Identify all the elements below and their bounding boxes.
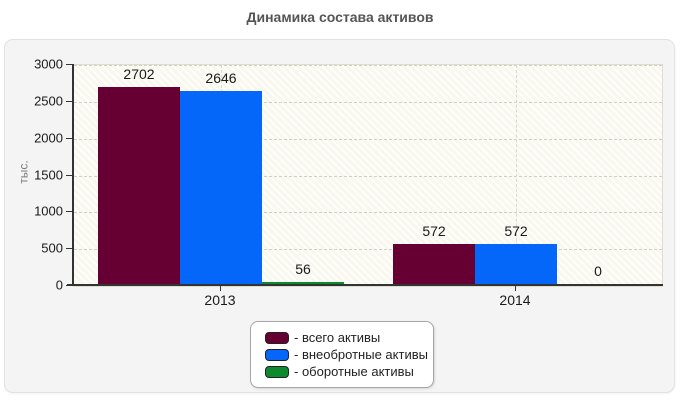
y-axis-labels: 0 500 1000 1500 2000 2500 3000: [5, 57, 63, 293]
y-tick-label: 1500: [34, 167, 63, 183]
y-tick-mark: [66, 138, 72, 139]
gridline-vertical: [516, 65, 517, 286]
bar-2013-total: [98, 87, 180, 286]
y-tick-mark: [66, 211, 72, 212]
y-tick-label: 2500: [34, 93, 63, 109]
x-tick-label: 2013: [204, 292, 236, 308]
y-tick-mark: [66, 285, 72, 286]
x-axis-line: [67, 284, 663, 286]
y-tick-label: 3000: [34, 56, 63, 72]
chart-panel: тыс. 0 500 1000 1500 2000 2500 3000 2702 2646 56…: [4, 39, 675, 393]
legend-swatch-icon: [265, 365, 289, 378]
bar-2014-total: [393, 244, 475, 286]
gridline-horizontal: [74, 212, 662, 213]
bar-2013-noncurrent: [180, 91, 262, 286]
plot-area: 2702 2646 56 572 572 0: [73, 64, 663, 287]
gridline-horizontal: [74, 249, 662, 250]
legend-row: - оборотные активы: [265, 363, 421, 380]
legend-label: - всего активы: [294, 330, 381, 345]
bar-2014-noncurrent: [475, 244, 557, 286]
y-tick-mark: [66, 175, 72, 176]
legend-row: - внеобротные активы: [265, 346, 428, 363]
y-tick-label: 0: [55, 277, 63, 293]
bar-value-label: 56: [295, 261, 311, 277]
y-tick-mark: [66, 64, 72, 65]
legend-label: - внеобротные активы: [294, 347, 428, 362]
bar-value-label: 2646: [205, 70, 237, 86]
gridline-horizontal: [74, 65, 662, 66]
x-tick-mark: [220, 286, 221, 291]
gridline-horizontal: [74, 102, 662, 103]
legend-row: - всего активы: [265, 329, 421, 346]
y-tick-mark: [66, 248, 72, 249]
bar-value-label: 2702: [123, 66, 155, 82]
x-tick-mark: [515, 286, 516, 291]
legend-label: - оборотные активы: [294, 364, 414, 379]
chart-title: Динамика состава активов: [246, 9, 434, 25]
y-tick-label: 1000: [34, 203, 63, 219]
y-tick-label: 500: [41, 240, 63, 256]
y-axis-line: [72, 64, 74, 286]
x-tick-label: 2014: [499, 292, 531, 308]
bar-value-label: 572: [422, 223, 446, 239]
legend: - всего активы - внеобротные активы - обор…: [250, 321, 434, 388]
y-tick-label: 2000: [34, 130, 63, 146]
bar-value-label: 0: [594, 263, 602, 279]
legend-swatch-icon: [265, 348, 289, 361]
bar-value-label: 572: [504, 223, 528, 239]
legend-swatch-icon: [265, 331, 289, 344]
y-tick-mark: [66, 101, 72, 102]
gridline-horizontal: [74, 176, 662, 177]
gridline-horizontal: [74, 139, 662, 140]
